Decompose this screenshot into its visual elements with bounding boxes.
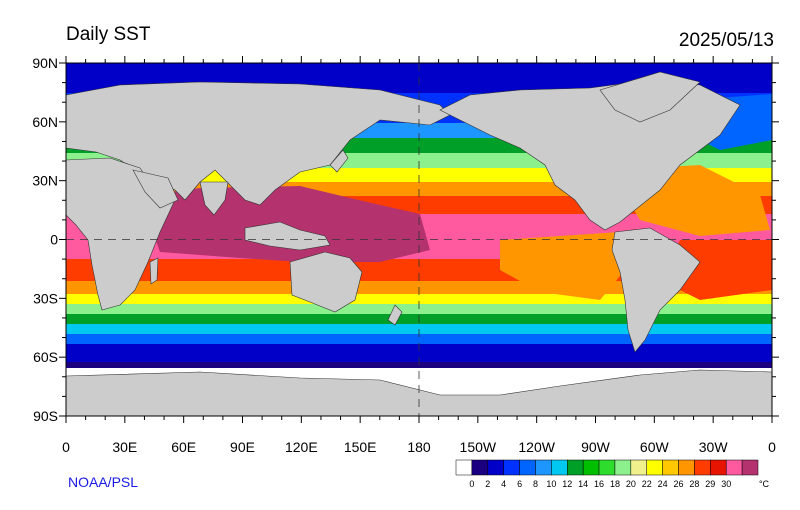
colorbar-swatch	[646, 459, 663, 476]
colorbar-swatch	[694, 459, 711, 476]
land-madagascar	[149, 257, 159, 285]
lon-label: 0	[768, 439, 776, 455]
colorbar-unit-label: °C	[759, 479, 770, 489]
colorbar-tick-label: 29	[705, 479, 715, 489]
colorbar-tick-label: 4	[501, 479, 506, 489]
colorbar-tick-label: 0	[469, 479, 474, 489]
colorbar-tick-label: 18	[610, 479, 620, 489]
lon-label: 30W	[699, 439, 729, 455]
lon-label: 120E	[285, 439, 318, 455]
colorbar-swatch	[455, 459, 473, 476]
lon-label: 60E	[171, 439, 196, 455]
lon-label: 120W	[518, 439, 555, 455]
colorbar-swatch	[519, 459, 536, 476]
colorbar-swatch	[567, 459, 584, 476]
colorbar-swatch	[503, 459, 520, 476]
latitude-labels: 90N 60N 30N 0 30S 60S 90S	[32, 55, 58, 424]
credit-label: NOAA/PSL	[68, 474, 139, 490]
colorbar-swatch	[630, 459, 647, 476]
lat-label: 60S	[33, 349, 58, 365]
colorbar-tick-label: 14	[578, 479, 588, 489]
lon-label: 90E	[230, 439, 255, 455]
land-arabia	[132, 169, 179, 209]
sst-east-pacific-cool-tongue	[500, 232, 625, 300]
lon-label: 30E	[112, 439, 137, 455]
longitude-labels: 0 30E 60E 90E 120E 150E 180 150W 120W 90W 60W 30W 0	[62, 439, 776, 455]
colorbar: 0 2 4 6 8 10 12 14 16 18 20 22 24 26 28 29 30 °C	[455, 459, 770, 489]
colorbar-tick-label: 22	[642, 479, 652, 489]
land-japan	[329, 149, 349, 173]
lon-label: 180	[407, 439, 431, 455]
lat-label: 0	[50, 232, 58, 248]
colorbar-swatch	[614, 459, 632, 476]
map-date: 2025/05/13	[678, 30, 774, 51]
colorbar-tick-label: 16	[594, 479, 604, 489]
axis-ticks	[59, 56, 779, 423]
colorbar-swatch	[710, 459, 727, 476]
colorbar-swatch	[662, 459, 679, 476]
lat-label: 30N	[32, 173, 58, 189]
colorbar-swatch	[741, 459, 759, 476]
lon-label: 90W	[581, 439, 611, 455]
colorbar-tick-label: 28	[689, 479, 699, 489]
land-indonesia	[244, 221, 331, 251]
lat-label: 90N	[32, 55, 58, 71]
sst-band-south-warm	[66, 294, 772, 304]
land-south-america	[611, 227, 701, 353]
colorbar-swatch	[551, 459, 568, 476]
colorbar-tick-label: 2	[485, 479, 490, 489]
colorbar-swatch	[725, 459, 743, 476]
colorbar-swatch	[678, 459, 695, 476]
lon-label: 60W	[640, 439, 670, 455]
lat-label: 90S	[33, 408, 58, 424]
land-india	[199, 181, 229, 216]
land-australia	[289, 251, 363, 313]
colorbar-tick-label: 10	[546, 479, 556, 489]
lat-label: 30S	[33, 290, 58, 306]
colorbar-swatch	[535, 459, 552, 476]
colorbar-tick-label: 6	[517, 479, 522, 489]
colorbar-tick-label: 30	[721, 479, 731, 489]
colorbar-swatch	[487, 459, 504, 476]
colorbar-tick-label: 12	[562, 479, 572, 489]
colorbar-swatch	[582, 459, 600, 476]
lat-label: 60N	[32, 114, 58, 130]
sst-band-south-colder	[66, 334, 772, 344]
colorbar-swatch	[598, 459, 616, 476]
colorbar-tick-label: 20	[626, 479, 636, 489]
sst-band-south-polar	[66, 344, 772, 362]
colorbar-tick-label: 24	[658, 479, 668, 489]
map-title: Daily SST	[66, 24, 151, 45]
lon-label: 0	[62, 439, 70, 455]
colorbar-swatch	[471, 459, 489, 476]
lon-label: 150W	[460, 439, 497, 455]
land-new-zealand	[387, 304, 403, 326]
land-greenland	[599, 71, 701, 123]
colorbar-tick-label: 26	[674, 479, 684, 489]
lon-label: 150E	[344, 439, 377, 455]
colorbar-tick-label: 8	[533, 479, 538, 489]
